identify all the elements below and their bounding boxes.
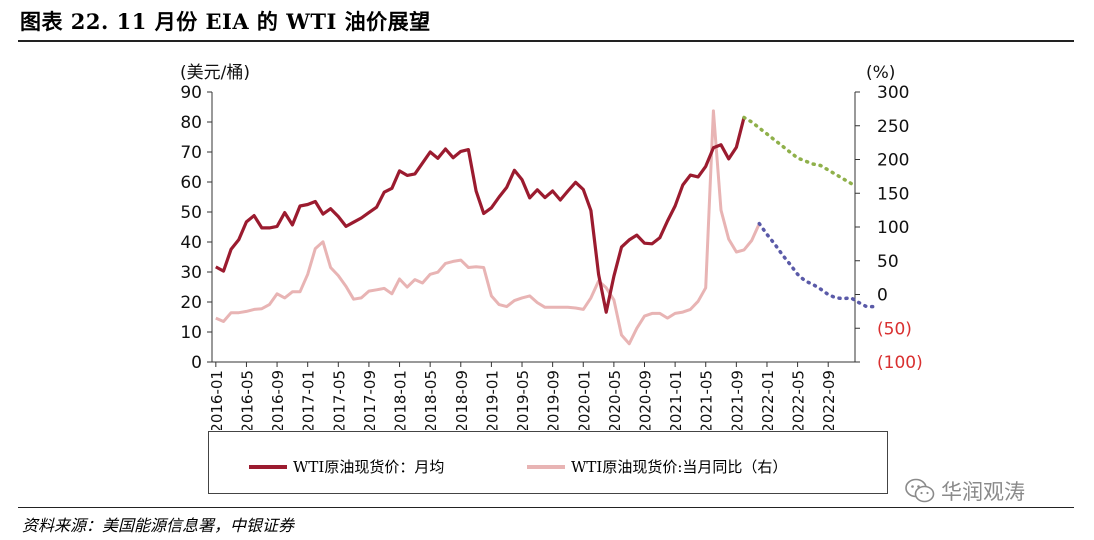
x-tick-label: 2021-01 [667,370,685,430]
legend-item-price: WTI原油现货价：月均 [249,456,444,477]
left-tick-label: 90 [180,83,202,103]
legend-label-price: WTI原油现货价：月均 [293,458,445,476]
right-tick-label: (50) [877,319,912,339]
source-note: 资料来源：美国能源信息署，中银证券 [22,516,295,535]
left-tick-label: 40 [180,233,202,253]
figure-title: 图表 22. 11 月份 EIA 的 WTI 油价展望 [20,9,431,34]
legend-swatch-yoy [527,464,565,469]
right-tick-label: 0 [877,286,888,306]
x-tick-label: 2022-01 [759,370,777,430]
x-tick-label: 2019-09 [545,370,563,430]
x-tick-label: 2020-05 [606,370,624,430]
right-tick-label: 100 [877,218,909,238]
legend-item-yoy: WTI原油现货价:当月同比（右） [527,456,787,477]
x-tick-label: 2018-05 [422,370,440,430]
x-tick-label: 2022-09 [820,370,838,430]
series-line-yoy [215,109,761,346]
x-tick-label: 2017-01 [300,370,318,430]
chart-legend: WTI原油现货价：月均 WTI原油现货价:当月同比（右） [208,431,888,494]
x-tick-label: 2021-09 [728,370,746,430]
left-tick-label: 80 [180,113,202,133]
right-tick-label: 250 [877,117,909,137]
x-tick-label: 2020-09 [636,370,654,430]
watermark: 华润观涛 [905,476,1025,506]
watermark-text: 华润观涛 [941,480,1025,504]
left-tick-label: 30 [180,263,202,283]
wti-chart: 0 10 20 30 40 50 60 70 80 90 (100) (50) 0 50 100 150 200… [180,63,923,430]
right-axis-unit: (%) [866,63,895,83]
x-tick-label: 2018-09 [453,370,471,430]
left-tick-label: 10 [180,323,202,343]
x-tick-label: 2016-09 [269,370,287,430]
x-tick-label: 2017-05 [330,370,348,430]
series-line-yoy-forecast [757,221,876,309]
x-tick-label: 2022-05 [790,370,808,430]
x-tick-label: 2018-01 [392,370,410,430]
series-line-price [215,117,746,314]
right-tick-label: 200 [877,151,909,171]
right-tick-label: 50 [877,252,899,272]
x-tick-label: 2019-01 [483,370,501,430]
wechat-icon [905,478,935,503]
x-tick-label: 2021-05 [698,370,716,430]
title-divider [18,40,1074,42]
left-axis-unit: (美元/桶) [180,63,250,83]
left-tick-label: 50 [180,203,202,223]
legend-label-yoy: WTI原油现货价:当月同比（右） [571,458,788,476]
left-tick-label: 70 [180,143,202,163]
left-tick-label: 20 [180,293,202,313]
x-tick-label: 2017-09 [361,370,379,430]
x-tick-label: 2020-01 [575,370,593,430]
x-tick-label: 2016-05 [238,370,256,430]
series-line-price-forecast [742,115,853,186]
source-divider [18,507,1074,508]
right-tick-label: 300 [877,83,909,103]
x-tick-label: 2016-01 [208,370,226,430]
left-tick-label: 0 [191,353,202,373]
left-tick-label: 60 [180,173,202,193]
right-tick-label: 150 [877,184,909,204]
x-tick-label: 2019-05 [514,370,532,430]
right-tick-label: (100) [877,353,923,373]
legend-swatch-price [249,464,287,469]
